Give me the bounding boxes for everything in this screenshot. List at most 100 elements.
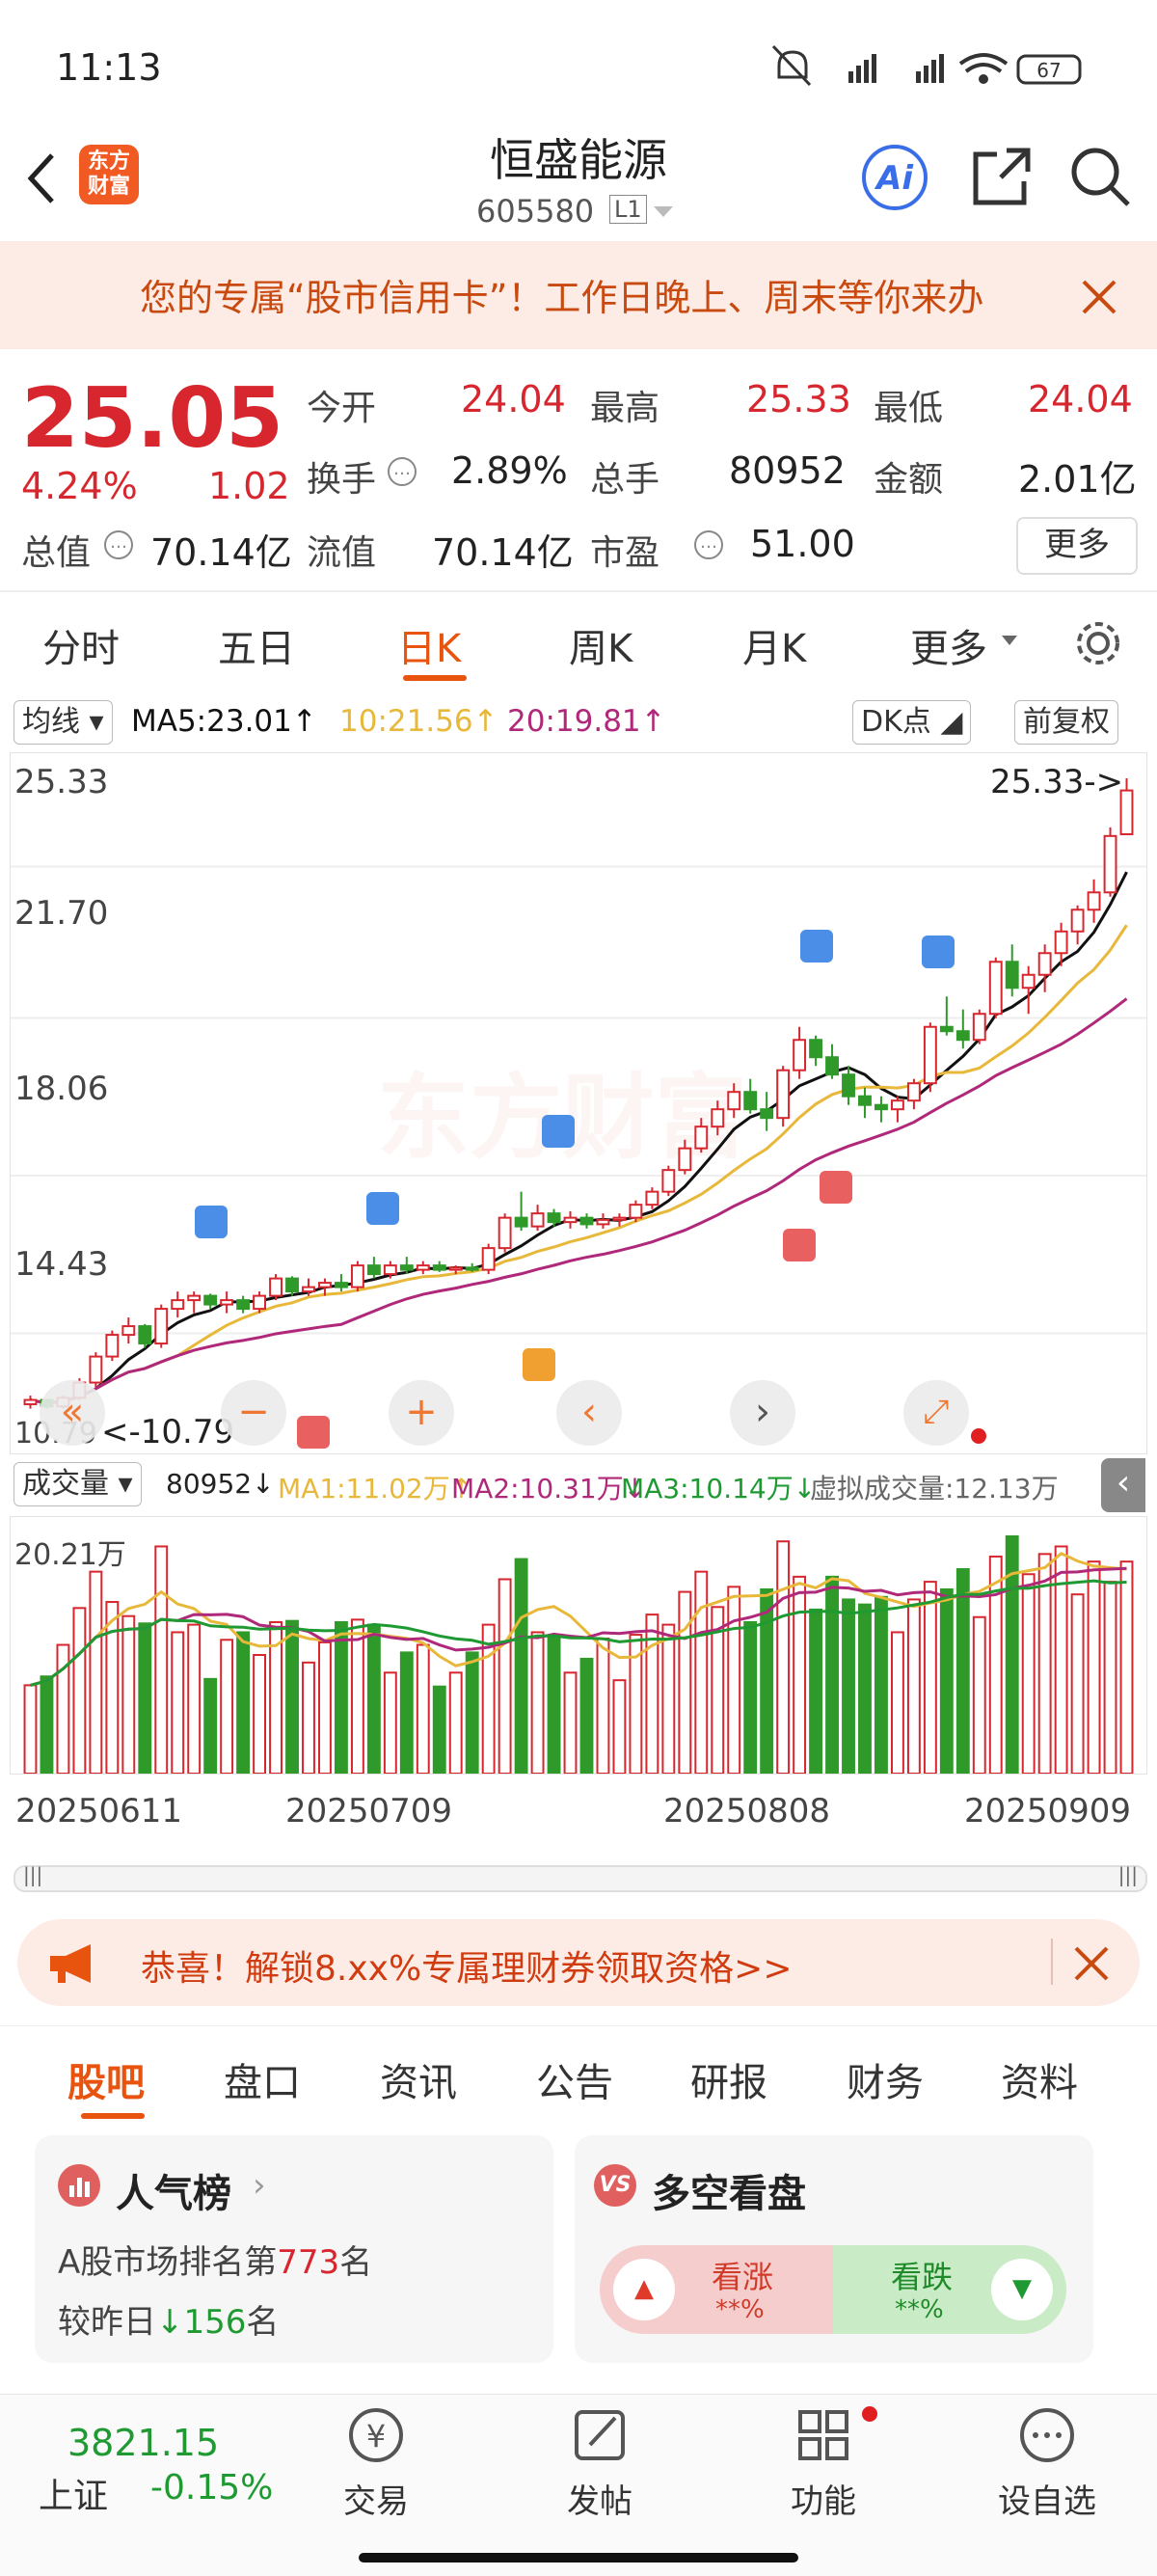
- active-tab-indicator: [403, 675, 467, 681]
- info-icon[interactable]: …: [694, 530, 723, 559]
- volume-bar: [285, 1619, 299, 1774]
- down-arrow-icon: ↓: [156, 2303, 184, 2342]
- volume-bar: [366, 1623, 381, 1774]
- close-icon[interactable]: [1080, 278, 1118, 316]
- volume-bar: [448, 1671, 463, 1774]
- stock-code: 605580: [476, 193, 595, 230]
- chart-range-scrollbar[interactable]: ||| |||: [13, 1863, 1147, 1892]
- vote-bearish-button[interactable]: 看跌 **% ▼: [833, 2245, 1066, 2334]
- sell-signal[interactable]: [800, 930, 833, 963]
- mktcap-label: 总值: [21, 533, 92, 573]
- tab-daily-k[interactable]: 日K: [397, 627, 462, 671]
- nav-features[interactable]: 功能: [746, 2404, 901, 2522]
- tab-forum[interactable]: 股吧: [67, 2061, 145, 2105]
- tab-weekly-k[interactable]: 周K: [569, 627, 633, 671]
- volume-bar: [1070, 1593, 1085, 1774]
- volume-bar: [661, 1623, 676, 1774]
- amount-label: 金额: [874, 460, 944, 500]
- t-signal[interactable]: [523, 1348, 555, 1381]
- volume-bar: [465, 1651, 479, 1774]
- buy-signal[interactable]: [297, 1416, 330, 1449]
- kline-plot: [11, 778, 1146, 1409]
- nav-add-watchlist[interactable]: 设自选: [970, 2404, 1124, 2522]
- candle: [760, 1108, 774, 1120]
- sell-signal[interactable]: [195, 1206, 228, 1238]
- status-icons: 67: [771, 44, 1082, 87]
- home-indicator: [359, 2553, 798, 2562]
- sell-signal[interactable]: [922, 935, 955, 968]
- tab-monthly-k[interactable]: 月K: [742, 627, 807, 671]
- nav-trade[interactable]: ¥ 交易: [299, 2404, 453, 2522]
- volume-bar: [629, 1634, 643, 1774]
- zoom-in-icon[interactable]: +: [389, 1380, 454, 1446]
- volume-bar: [955, 1568, 970, 1774]
- popularity-card[interactable]: 人气榜 › A股市场排名第773名 较昨日↓156名: [35, 2135, 553, 2363]
- volume-plot: [23, 1535, 1134, 1774]
- index-ticker[interactable]: 3821.15 上证 -0.15%: [0, 2395, 289, 2520]
- volume-bar: [236, 1631, 251, 1774]
- collapse-panel-icon[interactable]: ‹: [1101, 1458, 1145, 1512]
- tab-order-book[interactable]: 盘口: [224, 2061, 301, 2105]
- candle: [1054, 930, 1068, 955]
- volume-bar: [1103, 1581, 1117, 1774]
- volume-bar: [121, 1614, 136, 1774]
- info-icon[interactable]: …: [388, 457, 417, 486]
- price-axis-label: 21.70: [14, 894, 109, 933]
- volume-selector[interactable]: 成交量 ▾: [13, 1462, 142, 1506]
- search-icon[interactable]: [1068, 145, 1134, 210]
- candle: [890, 1099, 904, 1111]
- candle: [334, 1282, 348, 1288]
- fullscreen-icon[interactable]: ⤢: [903, 1380, 969, 1446]
- bull-bear-title: 多空看盘: [652, 2172, 806, 2216]
- sell-signal[interactable]: [366, 1192, 399, 1225]
- scroll-right-icon[interactable]: ›: [730, 1380, 795, 1446]
- volume-chart[interactable]: 20.21万: [10, 1516, 1147, 1775]
- nav-post[interactable]: 发帖: [523, 2404, 677, 2522]
- nav-trade-label: 交易: [343, 2482, 409, 2521]
- adjust-mode-toggle[interactable]: 前复权: [1014, 700, 1118, 745]
- settings-gear-icon[interactable]: [1072, 617, 1124, 669]
- tab-five-day[interactable]: 五日: [218, 627, 295, 671]
- dk-point-toggle[interactable]: DK点 ◢: [852, 700, 972, 745]
- sell-signal[interactable]: [542, 1115, 575, 1148]
- tab-intraday[interactable]: 分时: [42, 627, 120, 671]
- scroll-handle-left[interactable]: |||: [23, 1863, 43, 1886]
- volume-bar: [809, 1608, 823, 1774]
- ma-selector[interactable]: 均线 ▾: [13, 700, 113, 745]
- date-label: 20250909: [964, 1792, 1132, 1830]
- tab-news[interactable]: 资讯: [380, 2061, 457, 2105]
- finance-promo-banner[interactable]: 恭喜！解锁8.xx%专属理财券领取资格>>: [17, 1919, 1140, 2006]
- tab-financials[interactable]: 财务: [847, 2061, 924, 2105]
- volume-bar: [972, 1615, 986, 1774]
- volume-axis-label: 20.21万: [14, 1538, 126, 1572]
- share-icon[interactable]: [968, 145, 1034, 210]
- buy-signal[interactable]: [783, 1229, 816, 1261]
- back-icon[interactable]: [21, 149, 60, 207]
- candle: [105, 1334, 120, 1358]
- scroll-handle-right[interactable]: |||: [1117, 1863, 1138, 1886]
- vote-bullish-button[interactable]: ▲ 看涨 **%: [600, 2245, 833, 2334]
- tab-profile[interactable]: 资料: [1001, 2061, 1078, 2105]
- tab-more[interactable]: 更多: [910, 627, 987, 671]
- credit-promo-banner[interactable]: 您的专属“股市信用卡”！工作日晚上、周末等你来办: [0, 241, 1157, 349]
- zoom-out-icon[interactable]: −: [221, 1380, 286, 1446]
- tab-announcements[interactable]: 公告: [536, 2061, 613, 2105]
- scroll-left-icon[interactable]: ‹: [556, 1380, 622, 1446]
- info-icon[interactable]: …: [104, 530, 133, 559]
- tab-research[interactable]: 研报: [690, 2061, 767, 2105]
- close-icon[interactable]: [1072, 1944, 1111, 1983]
- volume-bar: [432, 1685, 446, 1774]
- candle: [350, 1264, 364, 1288]
- battery-level: 67: [1036, 59, 1061, 82]
- high-label: 最高: [590, 389, 660, 428]
- ma20-value: 20:19.81↑: [507, 704, 666, 739]
- volume-bar: [72, 1607, 87, 1774]
- ai-assistant-button[interactable]: Ai: [862, 145, 928, 210]
- more-fields-button[interactable]: 更多: [1016, 517, 1138, 575]
- code-dropdown-icon[interactable]: [652, 204, 675, 220]
- open-value: 24.04: [461, 378, 566, 420]
- scroll-left-fast-icon[interactable]: «: [40, 1380, 105, 1446]
- megaphone-icon: [50, 1944, 91, 1983]
- buy-signal[interactable]: [820, 1171, 852, 1204]
